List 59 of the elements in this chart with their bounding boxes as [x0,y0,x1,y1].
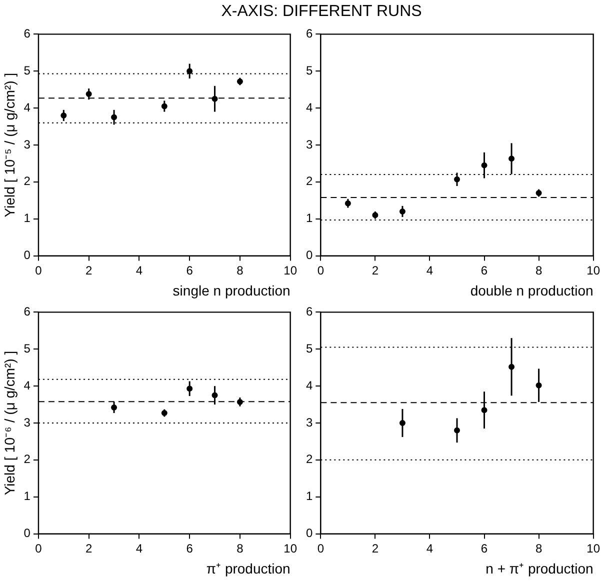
y-tick-label: 2 [24,452,31,466]
y-tick-label: 2 [306,452,313,466]
x-axis-title: n + π⁺ production [486,560,594,576]
y-tick-label: 0 [306,526,313,540]
x-tick-label: 4 [136,263,143,278]
y-tick-label: 3 [306,415,313,430]
y-tick-label: 0 [306,248,313,262]
y-tick-label: 2 [306,174,313,188]
x-tick-label: 0 [35,263,42,278]
x-tick-label: 10 [284,263,298,278]
x-tick-label: 4 [136,541,143,556]
y-tick-label: 5 [24,63,31,78]
chart-title: X-AXIS: DIFFERENT RUNS [220,2,423,22]
x-axis-title: single n production [172,282,290,298]
y-tick-label: 4 [306,378,313,392]
x-tick-label: 10 [284,541,298,556]
y-tick-label: 4 [306,100,313,114]
y-tick-label: 3 [306,137,313,152]
x-tick-label: 6 [480,541,488,556]
y-tick-label: 0 [24,248,31,262]
x-tick-label: 0 [317,263,324,278]
y-tick-label: 6 [306,26,313,41]
x-tick-label: 2 [372,541,379,556]
y-tick-label: 4 [24,378,31,392]
x-tick-label: 6 [480,263,488,278]
x-tick-label: 4 [426,541,434,556]
x-tick-label: 10 [586,541,600,556]
y-tick-label: 3 [24,137,31,152]
y-tick-label: 1 [306,211,313,226]
y-axis-title: Yield [ 10⁻⁵ / (μ g/cm²) ] [1,72,18,218]
y-tick-label: 1 [24,489,31,504]
y-tick-label: 5 [24,341,31,356]
y-tick-label: 3 [24,415,31,430]
y-tick-label: 0 [24,526,31,540]
y-tick-label: 2 [24,174,31,188]
x-axis-title: double n production [470,282,594,298]
x-tick-label: 4 [426,263,434,278]
x-tick-label: 0 [317,541,324,556]
y-tick-label: 5 [306,341,313,356]
y-tick-label: 4 [24,100,31,114]
x-tick-label: 6 [186,541,194,556]
y-tick-label: 6 [24,26,31,41]
y-tick-label: 5 [306,63,313,78]
x-tick-label: 8 [535,263,542,278]
y-axis-title: Yield [ 10⁻⁶ / (μ g/cm²) ] [1,350,18,496]
y-tick-label: 6 [306,304,313,319]
x-tick-label: 8 [236,541,244,556]
x-tick-label: 0 [35,541,42,556]
y-tick-label: 1 [306,489,313,504]
x-tick-label: 2 [86,263,92,278]
y-tick-label: 1 [24,211,31,226]
x-tick-label: 2 [372,263,379,278]
x-tick-label: 6 [186,263,194,278]
x-tick-label: 8 [236,263,244,278]
x-axis-title: π⁺ production [206,560,290,576]
x-tick-label: 8 [535,541,542,556]
x-tick-label: 2 [86,541,92,556]
y-tick-label: 6 [24,304,31,319]
x-tick-label: 10 [586,263,600,278]
